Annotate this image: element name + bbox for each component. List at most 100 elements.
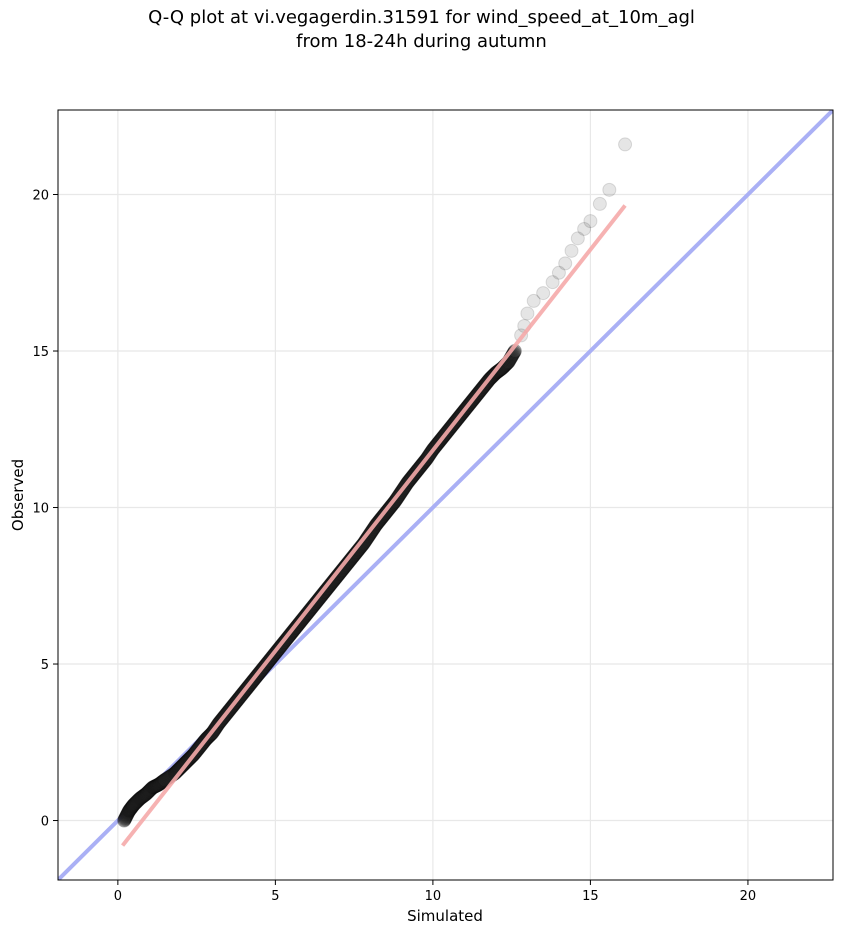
data-point	[119, 808, 134, 823]
y-tick-label: 20	[32, 189, 49, 204]
data-point	[564, 243, 579, 258]
reference-line	[58, 110, 833, 880]
data-point	[118, 810, 133, 825]
fit-line	[121, 204, 627, 847]
data-point	[129, 794, 144, 809]
data-point	[150, 778, 165, 793]
data-point	[142, 783, 157, 798]
data-point	[153, 776, 168, 791]
points-group	[117, 137, 633, 828]
data-point	[136, 789, 151, 804]
data-point	[558, 256, 573, 271]
data-point	[136, 788, 151, 803]
data-point	[123, 802, 138, 817]
data-point	[117, 812, 132, 827]
x-tick-label: 0	[114, 889, 122, 904]
data-point	[526, 293, 541, 308]
data-point	[156, 774, 171, 789]
data-point	[119, 807, 134, 822]
data-point	[134, 790, 149, 805]
data-point	[536, 286, 551, 301]
y-tick-label: 5	[41, 658, 49, 673]
data-point	[125, 799, 140, 814]
data-point	[156, 773, 171, 788]
chart-subtitle: from 18-24h during autumn	[296, 31, 547, 52]
data-point	[124, 801, 139, 816]
data-point	[158, 772, 173, 787]
x-tick-label: 10	[425, 889, 442, 904]
data-point	[138, 787, 153, 802]
data-point	[157, 773, 172, 788]
data-point	[149, 778, 164, 793]
data-point	[151, 777, 166, 792]
data-point	[146, 780, 161, 795]
data-point	[570, 231, 585, 246]
data-point	[147, 779, 162, 794]
y-tick-label: 15	[32, 345, 49, 360]
data-point	[132, 791, 147, 806]
data-point	[602, 182, 617, 197]
data-point	[127, 797, 142, 812]
data-point	[148, 779, 163, 794]
data-point	[132, 792, 147, 807]
x-tick-label: 5	[271, 889, 279, 904]
data-point	[129, 795, 144, 810]
data-point	[122, 802, 137, 817]
data-point	[117, 813, 132, 828]
data-point	[152, 777, 167, 792]
data-point	[583, 214, 598, 229]
data-point	[121, 805, 136, 820]
data-point	[146, 780, 161, 795]
data-point	[124, 800, 139, 815]
y-axis-label: Observed	[9, 459, 27, 531]
data-point	[135, 789, 150, 804]
data-point	[141, 785, 156, 800]
data-point	[133, 791, 148, 806]
data-point	[123, 801, 138, 816]
chart-title: Q-Q plot at vi.vegagerdin.31591 for wind…	[148, 7, 695, 28]
data-point	[144, 781, 159, 796]
data-point	[592, 196, 607, 211]
data-point	[126, 798, 141, 813]
data-point	[127, 796, 142, 811]
x-tick-label: 15	[582, 889, 599, 904]
data-point	[120, 806, 135, 821]
data-point	[153, 776, 168, 791]
data-point	[149, 778, 164, 793]
data-point	[141, 784, 156, 799]
data-point	[140, 785, 155, 800]
data-point	[145, 780, 160, 795]
x-axis-label: Simulated	[407, 907, 483, 925]
data-point	[577, 221, 592, 236]
data-point	[119, 809, 134, 824]
data-point	[618, 137, 633, 152]
grid-lines	[58, 110, 833, 880]
data-point	[154, 775, 169, 790]
data-point	[148, 779, 163, 794]
data-point	[139, 786, 154, 801]
plot-frame	[57, 109, 834, 881]
data-point	[551, 265, 566, 280]
x-tick-label: 20	[740, 889, 757, 904]
data-point	[139, 786, 154, 801]
data-point	[155, 774, 170, 789]
data-point	[126, 797, 141, 812]
data-point	[130, 794, 145, 809]
data-point	[121, 804, 136, 819]
data-point	[545, 275, 560, 290]
data-point	[137, 788, 152, 803]
data-point	[120, 806, 135, 821]
data-point	[128, 796, 143, 810]
data-point	[118, 811, 133, 826]
data-point	[131, 792, 146, 807]
y-tick-label: 0	[41, 815, 49, 830]
data-point	[122, 803, 137, 818]
data-point	[520, 306, 535, 321]
data-point	[131, 793, 146, 808]
data-point	[144, 781, 159, 796]
data-point	[151, 777, 166, 792]
data-point	[125, 799, 140, 814]
y-tick-label: 10	[32, 502, 49, 517]
data-point	[137, 787, 152, 802]
